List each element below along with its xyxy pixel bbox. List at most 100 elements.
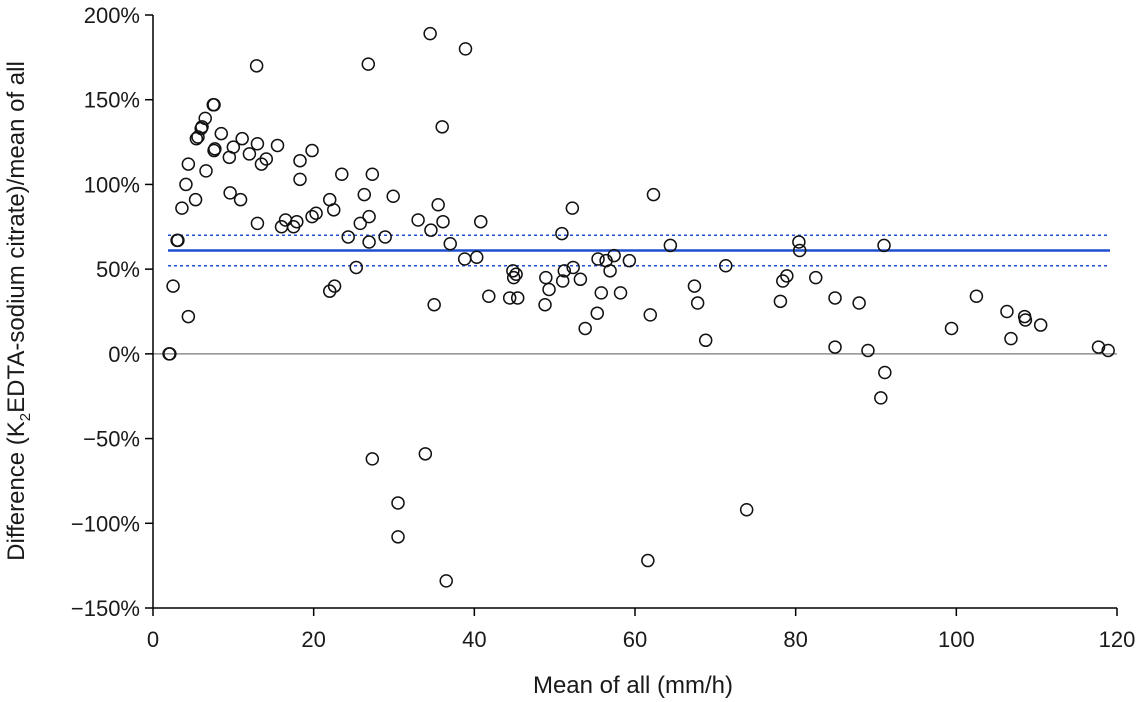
data-point: [542, 282, 556, 297]
data-point: [208, 142, 222, 156]
data-point: [207, 98, 221, 112]
data-point: [828, 291, 842, 305]
y-axis-title-part-1: Difference (K: [3, 421, 30, 561]
y-axis-ticks: −150% −100% −50% 0% 50% 100% 150% 200%: [71, 3, 153, 621]
data-point: [622, 253, 637, 268]
data-point: [435, 120, 449, 134]
data-point: [852, 296, 866, 310]
data-point: [362, 209, 376, 224]
y-axis-title-subscript: 2: [17, 413, 34, 421]
data-point: [249, 59, 264, 73]
data-point: [458, 42, 473, 56]
data-point: [214, 126, 229, 141]
data-point: [327, 203, 341, 217]
data-point: [565, 201, 580, 215]
data-point: [877, 238, 891, 253]
data-point: [175, 201, 189, 215]
data-point: [226, 140, 241, 154]
y-tick-label: 200%: [84, 3, 140, 28]
x-tick-label: 40: [462, 627, 486, 652]
data-point: [474, 214, 488, 229]
y-tick-label: 50%: [96, 257, 140, 282]
data-point: [305, 209, 319, 224]
data-point: [179, 177, 193, 192]
data-point: [506, 270, 521, 285]
x-axis-title: Mean of all (mm/h): [533, 672, 733, 699]
data-point: [163, 347, 177, 361]
data-point: [431, 198, 445, 212]
y-axis-title-part-2: EDTA-sodium citrate)/mean of all: [3, 61, 30, 413]
data-point: [322, 284, 337, 298]
data-point: [573, 272, 588, 287]
data-point: [555, 226, 569, 241]
data-point: [278, 213, 293, 227]
data-point: [539, 270, 553, 285]
data-point: [181, 157, 196, 171]
data-point: [327, 279, 342, 293]
data-point: [1033, 318, 1048, 332]
data-point: [698, 333, 713, 348]
data-point: [362, 235, 376, 249]
data-point: [792, 235, 806, 249]
x-axis: 0 20 40 60 80 100 120: [147, 607, 1135, 652]
data-point: [641, 553, 655, 568]
data-point: [223, 186, 237, 200]
data-point: [457, 252, 472, 266]
data-point: [436, 214, 450, 229]
data-point: [1004, 331, 1018, 346]
x-tick-label: 120: [1099, 627, 1136, 652]
y-axis-title: Difference (K2EDTA-sodium citrate)/mean …: [3, 61, 34, 561]
y-tick-label: 100%: [84, 172, 140, 197]
data-point: [195, 120, 209, 134]
data-point: [181, 309, 196, 324]
data-point: [482, 289, 496, 304]
data-point: [878, 365, 892, 380]
data-point: [643, 308, 658, 322]
data-point: [944, 321, 959, 336]
data-point: [293, 172, 307, 187]
data-point: [969, 289, 984, 304]
data-point: [349, 260, 363, 275]
data-point: [423, 26, 437, 41]
data-point: [591, 252, 605, 266]
data-point: [171, 233, 185, 248]
data-point: [391, 530, 405, 544]
data-point: [828, 340, 842, 354]
y-tick-label: 0%: [108, 342, 140, 367]
data-point: [250, 137, 265, 151]
data-point: [538, 297, 552, 312]
data-point: [439, 574, 453, 588]
data-point: [188, 192, 203, 207]
data-points: [162, 26, 1115, 588]
data-point: [353, 216, 368, 231]
data-point: [1091, 340, 1106, 354]
data-point: [874, 391, 888, 405]
data-point: [418, 447, 433, 461]
data-point: [510, 291, 525, 305]
data-point: [557, 264, 572, 278]
data-point: [739, 502, 754, 517]
y-tick-label: 150%: [84, 88, 140, 113]
x-axis-ticks: 0 20 40 60 80 100 120: [147, 608, 1135, 652]
data-point: [792, 243, 807, 258]
data-point: [663, 238, 678, 253]
data-point: [290, 214, 304, 229]
x-tick-label: 0: [147, 627, 159, 652]
data-point: [613, 286, 628, 300]
data-point: [378, 230, 392, 244]
data-point: [386, 189, 400, 204]
data-point: [424, 223, 438, 237]
data-point: [607, 248, 621, 263]
data-point: [365, 167, 380, 182]
data-point: [391, 496, 405, 510]
data-point: [199, 164, 213, 178]
data-point: [506, 264, 520, 278]
data-point: [690, 296, 705, 310]
data-point: [502, 291, 517, 305]
data-point: [603, 264, 617, 278]
data-point: [166, 279, 180, 293]
data-point: [1101, 343, 1115, 358]
data-point: [361, 57, 376, 71]
y-tick-label: −50%: [83, 427, 140, 452]
